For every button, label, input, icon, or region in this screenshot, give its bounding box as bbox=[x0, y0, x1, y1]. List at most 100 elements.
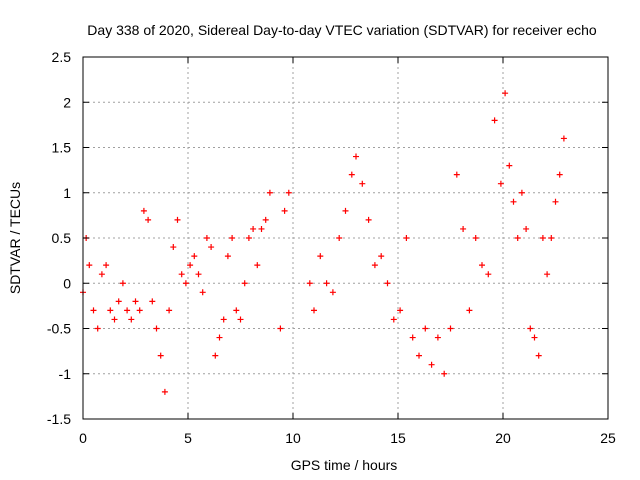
data-point bbox=[149, 298, 156, 305]
data-point bbox=[140, 207, 147, 214]
data-point bbox=[378, 253, 385, 260]
data-point bbox=[245, 235, 252, 241]
data-point bbox=[403, 235, 410, 241]
y-tick-label: 0 bbox=[63, 275, 71, 291]
x-tick-label: 25 bbox=[600, 430, 616, 446]
y-tick-label: 1.5 bbox=[52, 140, 72, 156]
data-point bbox=[539, 235, 546, 241]
x-tick-label: 0 bbox=[79, 430, 87, 446]
data-point bbox=[208, 244, 215, 251]
data-point bbox=[250, 225, 257, 232]
data-point bbox=[281, 207, 288, 214]
data-point bbox=[453, 171, 460, 178]
data-point bbox=[103, 262, 110, 269]
y-tick-label: 0.5 bbox=[52, 230, 72, 246]
data-point bbox=[119, 280, 126, 287]
data-point bbox=[182, 280, 189, 287]
data-point bbox=[460, 225, 467, 232]
data-point bbox=[285, 189, 292, 196]
x-axis-label: GPS time / hours bbox=[291, 457, 398, 473]
data-point bbox=[548, 235, 555, 241]
data-point bbox=[365, 216, 372, 223]
data-point bbox=[191, 253, 198, 260]
data-point bbox=[518, 189, 525, 196]
data-point bbox=[111, 316, 118, 323]
data-point bbox=[523, 225, 530, 232]
data-point bbox=[161, 388, 168, 395]
y-tick-label: 1 bbox=[63, 185, 71, 201]
data-point bbox=[237, 316, 244, 323]
data-point bbox=[317, 253, 324, 260]
data-point bbox=[527, 325, 534, 332]
data-point bbox=[233, 307, 240, 314]
y-axis-label: SDTVAR / TECUs bbox=[7, 182, 23, 294]
data-point bbox=[323, 280, 330, 287]
data-point bbox=[277, 325, 284, 332]
data-point bbox=[353, 153, 359, 160]
data-point bbox=[107, 307, 114, 314]
data-point bbox=[531, 334, 538, 341]
data-point bbox=[203, 235, 210, 241]
data-point bbox=[90, 307, 97, 314]
chart-title: Day 338 of 2020, Sidereal Day-to-day VTE… bbox=[87, 22, 597, 38]
data-point bbox=[329, 289, 336, 296]
data-point bbox=[170, 244, 177, 251]
data-point bbox=[216, 334, 223, 341]
y-tick-label: 2 bbox=[63, 94, 71, 110]
y-tick-label: 2.5 bbox=[52, 49, 72, 65]
data-point bbox=[447, 325, 454, 332]
data-point bbox=[124, 307, 131, 314]
data-point bbox=[556, 171, 563, 178]
data-point bbox=[86, 262, 93, 269]
x-tick-label: 5 bbox=[184, 430, 192, 446]
x-tick-label: 20 bbox=[495, 430, 511, 446]
data-point bbox=[132, 298, 139, 305]
data-point bbox=[166, 307, 173, 314]
data-point bbox=[535, 352, 542, 359]
data-point bbox=[195, 271, 202, 278]
data-point bbox=[384, 280, 391, 287]
data-point bbox=[229, 235, 236, 241]
data-point bbox=[241, 280, 248, 287]
data-point bbox=[472, 235, 479, 241]
data-point bbox=[220, 316, 227, 323]
axis-ticks bbox=[82, 56, 609, 420]
data-point bbox=[306, 280, 313, 287]
data-point bbox=[145, 216, 152, 223]
data-point bbox=[510, 198, 517, 205]
data-points bbox=[80, 90, 567, 395]
data-point bbox=[560, 135, 567, 142]
data-point bbox=[212, 352, 219, 359]
data-point bbox=[485, 271, 492, 278]
data-point bbox=[174, 216, 181, 223]
data-point bbox=[491, 117, 498, 124]
data-point bbox=[199, 289, 206, 296]
data-point bbox=[94, 325, 101, 332]
grid-lines bbox=[83, 57, 608, 419]
data-point bbox=[479, 262, 485, 269]
y-tick-label: -1 bbox=[59, 366, 72, 382]
data-point bbox=[115, 298, 122, 305]
x-tick-label: 10 bbox=[285, 430, 301, 446]
data-point bbox=[434, 334, 441, 341]
data-point bbox=[136, 307, 143, 314]
data-point bbox=[428, 361, 435, 368]
data-point bbox=[128, 316, 135, 323]
data-point bbox=[544, 271, 551, 278]
data-point bbox=[371, 262, 378, 269]
data-point bbox=[397, 307, 404, 314]
data-point bbox=[258, 225, 265, 232]
data-point bbox=[336, 235, 343, 241]
data-point bbox=[390, 316, 397, 323]
data-point bbox=[224, 253, 231, 260]
data-point bbox=[466, 307, 473, 314]
data-point bbox=[153, 325, 160, 332]
y-tick-label: -0.5 bbox=[47, 321, 71, 337]
data-point bbox=[311, 307, 317, 314]
data-point bbox=[187, 262, 194, 269]
data-point bbox=[178, 271, 185, 278]
data-point bbox=[416, 352, 422, 359]
data-point bbox=[409, 334, 416, 341]
data-point bbox=[342, 207, 349, 214]
